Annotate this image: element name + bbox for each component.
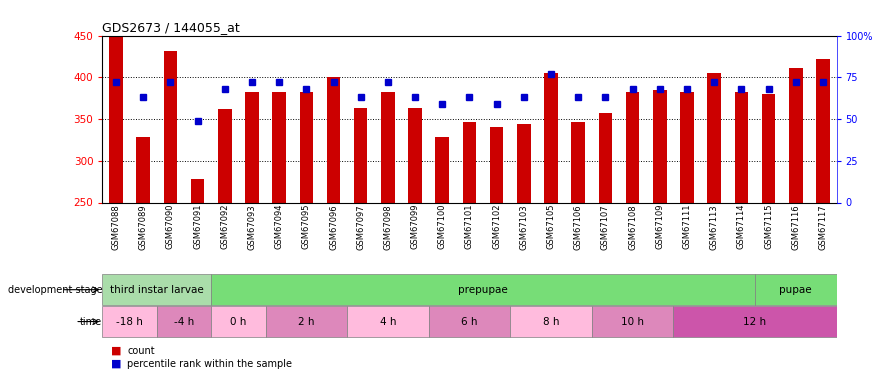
Bar (354, 108, 368, 202)
Text: -18 h: -18 h (116, 316, 143, 327)
Text: 8 h: 8 h (543, 316, 559, 327)
Bar (211, 274, 755, 305)
Bar (571, 122, 585, 202)
Bar (245, 92, 259, 202)
Text: pupae: pupae (780, 285, 812, 295)
Text: time: time (80, 316, 102, 327)
Bar (653, 90, 667, 202)
Bar (429, 306, 510, 337)
Bar (490, 128, 504, 202)
Bar (327, 77, 340, 203)
Text: 12 h: 12 h (743, 316, 766, 327)
Bar (272, 92, 286, 202)
Text: percentile rank within the sample: percentile rank within the sample (127, 359, 292, 369)
Text: 2 h: 2 h (298, 316, 314, 327)
Bar (102, 306, 157, 337)
Bar (409, 108, 422, 202)
Text: 4 h: 4 h (380, 316, 396, 327)
Bar (517, 124, 530, 202)
Text: ■: ■ (111, 346, 122, 355)
Bar (136, 136, 150, 202)
Bar (265, 306, 347, 337)
Bar (755, 274, 837, 305)
Bar (734, 92, 748, 202)
Bar (708, 73, 721, 202)
Bar (816, 59, 829, 202)
Bar (218, 109, 231, 202)
Bar (164, 51, 177, 202)
Text: count: count (127, 346, 155, 355)
Bar (674, 306, 837, 337)
Bar (545, 73, 558, 202)
Bar (157, 306, 211, 337)
Bar (592, 306, 674, 337)
Bar (102, 274, 211, 305)
Text: ■: ■ (111, 359, 122, 369)
Bar (680, 92, 694, 202)
Bar (381, 92, 394, 202)
Text: 6 h: 6 h (461, 316, 478, 327)
Bar (211, 306, 265, 337)
Bar (762, 94, 775, 202)
Bar (435, 136, 449, 202)
Bar (190, 179, 205, 203)
Bar (626, 92, 639, 202)
Text: 0 h: 0 h (231, 316, 247, 327)
Text: -4 h: -4 h (174, 316, 194, 327)
Bar (463, 122, 476, 202)
Text: prepupae: prepupae (458, 285, 508, 295)
Bar (789, 68, 803, 203)
Text: GDS2673 / 144055_at: GDS2673 / 144055_at (102, 21, 240, 34)
Bar (599, 113, 612, 202)
Text: 10 h: 10 h (621, 316, 644, 327)
Bar (510, 306, 592, 337)
Bar (347, 306, 429, 337)
Text: third instar larvae: third instar larvae (109, 285, 204, 295)
Bar (109, 37, 123, 203)
Text: development stage: development stage (8, 285, 102, 295)
Bar (300, 92, 313, 202)
